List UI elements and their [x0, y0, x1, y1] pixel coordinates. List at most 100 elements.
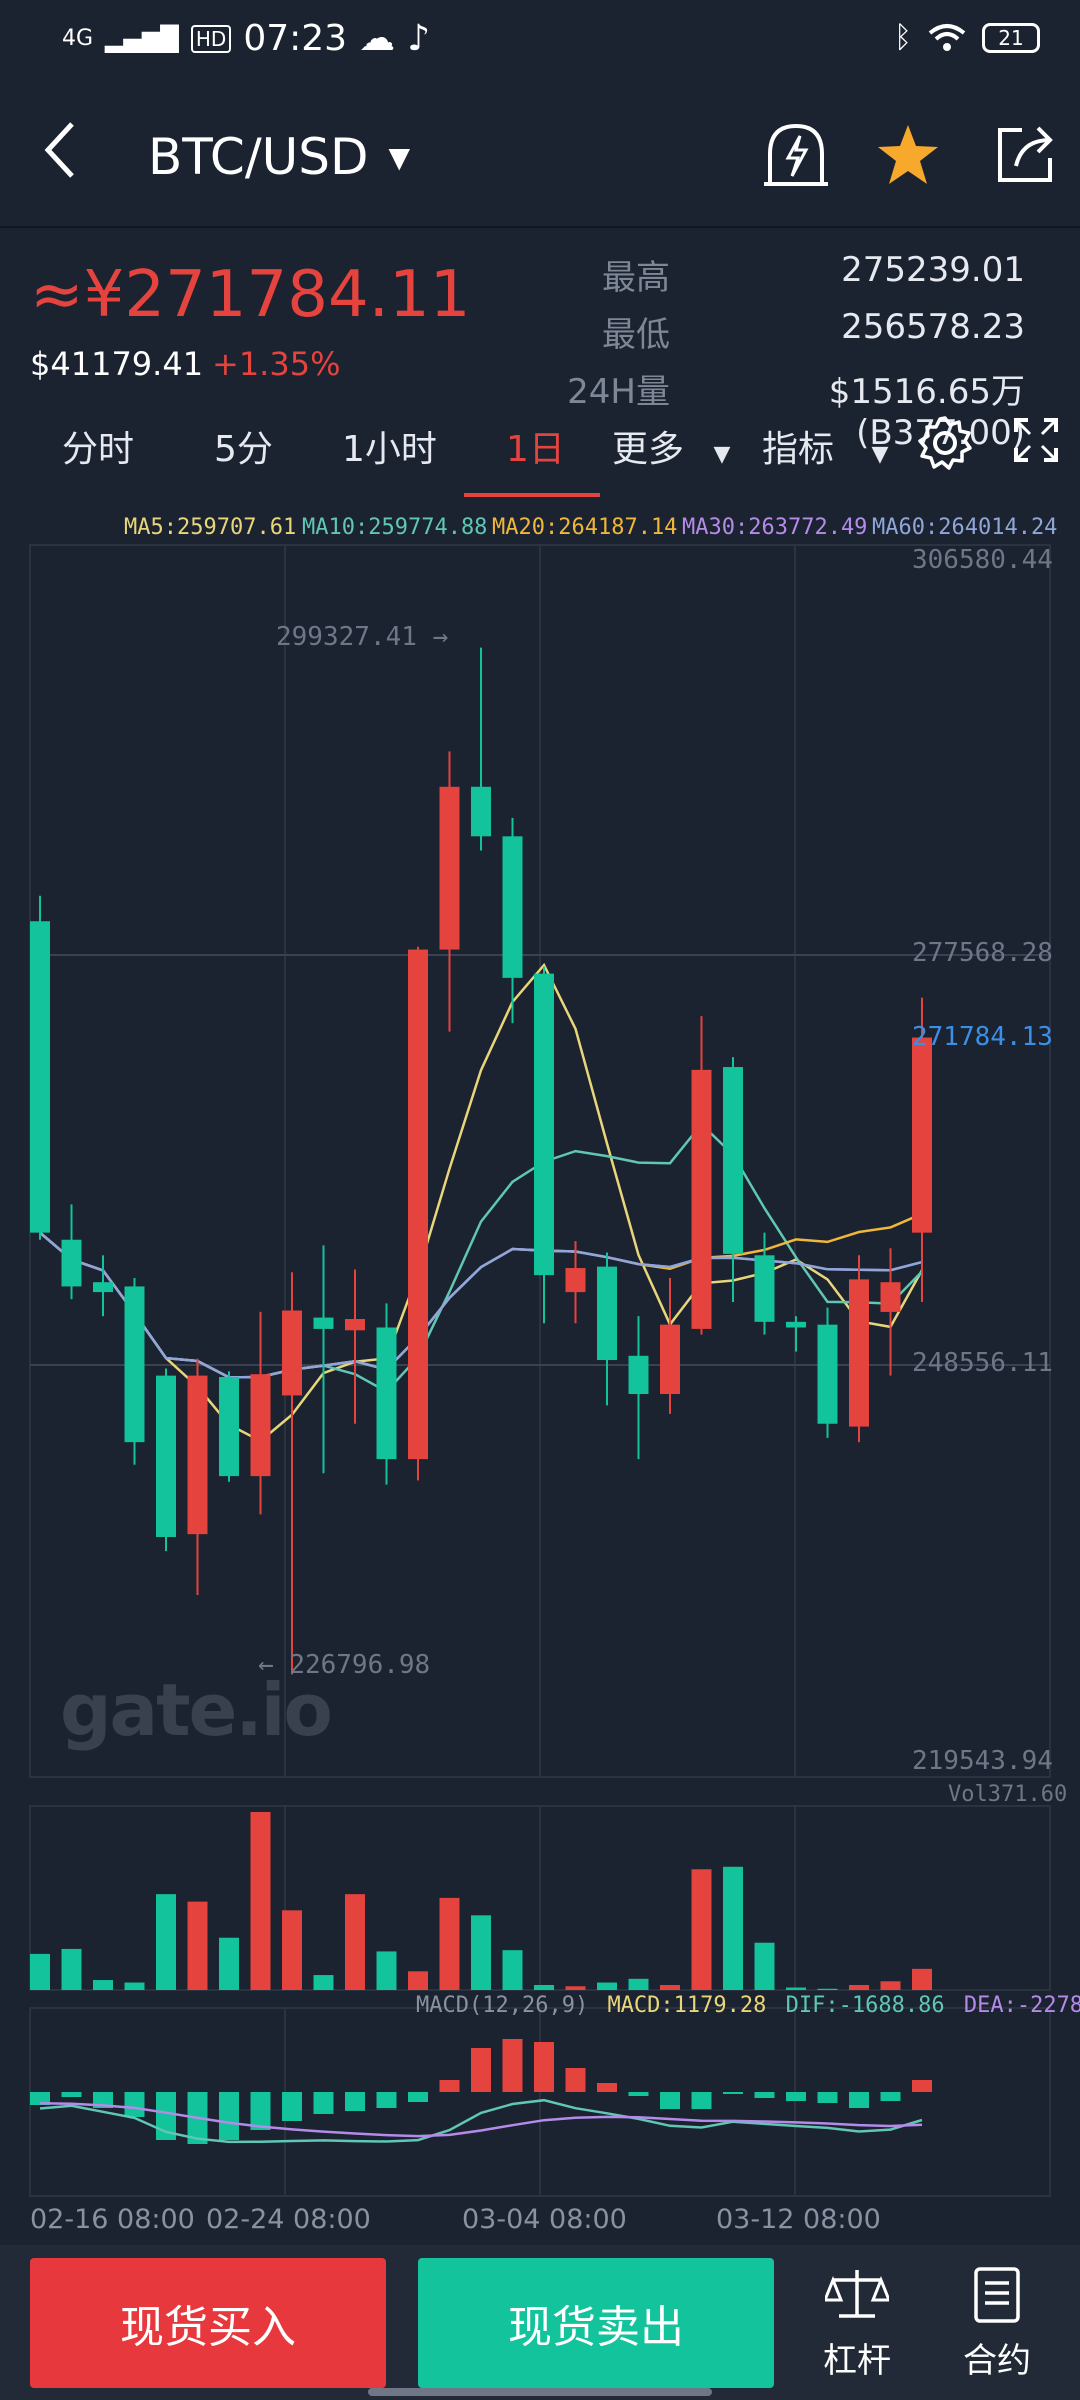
chevron-down-icon: ▼: [871, 442, 889, 467]
price-alert-button[interactable]: [760, 118, 832, 190]
document-icon: [974, 2267, 1020, 2323]
volume-bar: [156, 1894, 176, 1990]
candle-body: [628, 1355, 649, 1395]
candle-body: [849, 1279, 869, 1427]
candle-body: [187, 1375, 208, 1535]
tab-1day[interactable]: 1日: [506, 429, 565, 470]
arrow-right-icon: →: [416, 622, 449, 652]
interval-tabs: 分时 5分 1小时 1日 更多 ▼ 指标 ▼: [0, 416, 1080, 500]
macd-bar: [691, 2092, 712, 2109]
ma20-value: MA20:264187.14: [492, 515, 678, 540]
ma30-value: MA30:263772.49: [682, 515, 868, 540]
candle-body: [250, 1374, 271, 1477]
high-value: 275239.01: [841, 250, 1025, 290]
ma10-value: MA10:259774.88: [302, 515, 488, 540]
macd-bar: [439, 2080, 460, 2092]
settings-button[interactable]: [916, 414, 974, 481]
tab-more-label: 更多: [612, 429, 685, 470]
kline-chart[interactable]: [0, 540, 1080, 2230]
buy-label: 现货买入: [120, 2302, 296, 2353]
macd-legend: MACD(12,26,9) MACD:1179.28 DIF:-1688.86 …: [416, 1993, 1080, 2018]
scale-icon: [822, 2270, 892, 2318]
ma60-line: [39, 1231, 923, 1379]
pair-selector[interactable]: BTC/USD ▼: [148, 128, 410, 186]
volume-bar: [345, 1894, 365, 1990]
hd-badge: HD: [190, 24, 232, 53]
tab-indicators[interactable]: 指标 ▼: [762, 420, 888, 472]
candle-body: [817, 1324, 838, 1424]
y-axis-bottom: 219543.94: [912, 1746, 1053, 1776]
music-app-icon: ♪: [407, 18, 431, 59]
leverage-button[interactable]: 杠杆: [802, 2266, 912, 2382]
signal-bars-icon: ▂▄▆█: [105, 24, 179, 53]
spot-sell-button[interactable]: 现货卖出: [418, 2258, 774, 2388]
candle-body: [439, 786, 460, 950]
macd-bar: [61, 2092, 82, 2097]
ma20-line: [39, 1212, 923, 1379]
ma60-value: MA60:264014.24: [872, 515, 1058, 540]
macd-bar: [30, 2092, 50, 2105]
candle-body: [534, 973, 554, 1276]
y-axis-upper: 277568.28: [912, 938, 1053, 968]
volume-bar: [565, 1986, 586, 1990]
ma5-value: MA5:259707.61: [124, 515, 297, 540]
back-button[interactable]: [40, 118, 90, 188]
macd-bar: [723, 2092, 743, 2094]
candle-body: [219, 1377, 239, 1477]
macd-bar: [880, 2092, 901, 2101]
battery-icon: 21: [982, 22, 1040, 53]
volume-bar: [250, 1812, 271, 1990]
arrow-left-icon: ←: [258, 1650, 290, 1680]
battery-level: 21: [998, 25, 1024, 50]
spot-buy-button[interactable]: 现货买入: [30, 2258, 386, 2388]
ma5-line: [39, 962, 924, 1443]
volume-bar: [219, 1937, 239, 1990]
dif-value: DIF:-1688.86: [785, 1993, 945, 2018]
macd-bar: [912, 2080, 932, 2092]
favorite-button[interactable]: [875, 122, 941, 188]
volume-bar: [61, 1948, 82, 1990]
ma30-line: [39, 1231, 923, 1379]
fullscreen-button[interactable]: [1012, 416, 1060, 473]
macd-bar: [313, 2092, 334, 2114]
macd-bar: [156, 2092, 176, 2140]
status-right: ᛒ 21: [894, 20, 1040, 55]
candle-body: [124, 1286, 145, 1443]
watermark-logo: gate.io: [60, 1668, 333, 1752]
macd-bar: [282, 2092, 302, 2121]
chevron-down-icon: ▼: [388, 140, 411, 174]
candle-body: [723, 1067, 743, 1254]
back-icon: [44, 122, 74, 178]
volume-bar: [124, 1982, 145, 1990]
tab-5min[interactable]: 5分: [214, 429, 273, 470]
signal-icon: 4G: [62, 26, 94, 51]
tab-more[interactable]: 更多 ▼: [612, 420, 730, 472]
volume-bar: [817, 1988, 838, 1990]
home-indicator: [368, 2388, 712, 2396]
candle-body: [880, 1282, 901, 1312]
volume-bar: [880, 1981, 901, 1990]
candle-body: [754, 1255, 775, 1322]
status-bar: 4G ▂▄▆█ HD 07:23 ☁ ♪ ᛒ 21: [0, 0, 1080, 80]
tab-1hour[interactable]: 1小时: [342, 429, 437, 470]
share-button[interactable]: [992, 122, 1058, 188]
candle-body: [156, 1375, 176, 1537]
clock: 07:23: [243, 18, 348, 59]
chevron-down-icon: ▼: [713, 442, 731, 467]
tab-timeline[interactable]: 分时: [62, 429, 135, 470]
volume-bar: [723, 1866, 743, 1990]
wifi-icon: [928, 23, 966, 51]
current-price-label: 271784.13: [912, 1022, 1053, 1052]
pair-title: BTC/USD: [148, 128, 369, 186]
candle-body: [471, 786, 491, 837]
macd-bar: [408, 2092, 428, 2102]
volume-bar: [660, 1985, 680, 1990]
volume-bar: [408, 1971, 428, 1990]
low-label: 最低: [602, 315, 670, 355]
low-marker-value: 226796.98: [289, 1650, 431, 1680]
contract-button[interactable]: 合约: [942, 2266, 1052, 2382]
candle-body: [282, 1310, 302, 1396]
macd-bar: [565, 2068, 586, 2092]
high-label: 最高: [602, 258, 670, 298]
volume-bar: [313, 1975, 334, 1990]
